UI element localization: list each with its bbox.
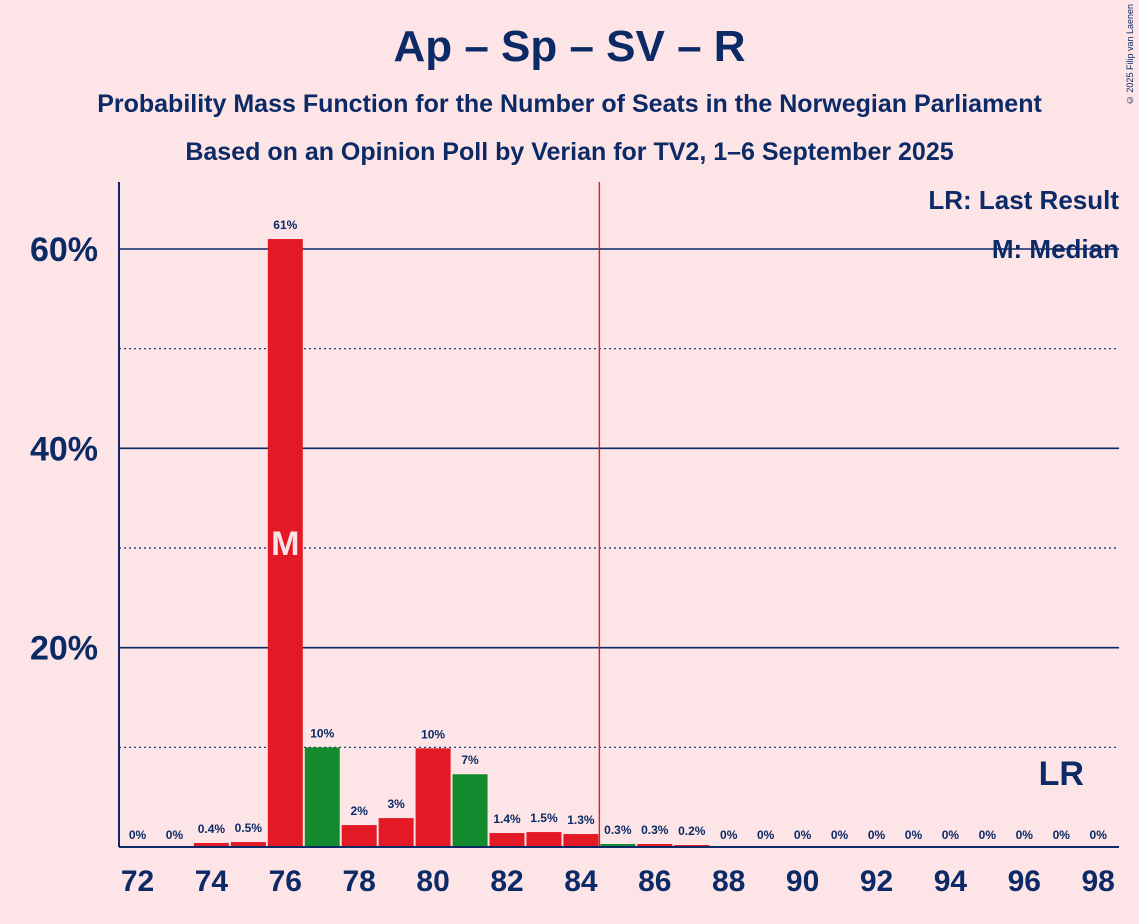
x-tick-label: 98 xyxy=(1082,865,1115,898)
bar-value-label: 0% xyxy=(720,828,738,842)
bar-value-label: 10% xyxy=(310,726,334,740)
bar-value-label: 0.2% xyxy=(678,824,706,838)
bar-value-label: 0.5% xyxy=(235,821,263,835)
x-tick-label: 84 xyxy=(564,865,598,898)
x-tick-label: 80 xyxy=(416,865,449,898)
chart-subtitle: Probability Mass Function for the Number… xyxy=(97,90,1042,118)
bar-value-label: 3% xyxy=(387,797,405,811)
y-tick-label: 20% xyxy=(30,630,98,668)
bar-value-label: 10% xyxy=(421,727,445,741)
bar-value-label: 1.4% xyxy=(493,812,521,826)
bar-value-label: 0.3% xyxy=(604,823,632,837)
median-marker: M xyxy=(271,525,299,563)
x-tick-label: 76 xyxy=(269,865,302,898)
bar-value-label: 61% xyxy=(273,218,297,232)
bar xyxy=(489,833,525,847)
bar-value-label: 0% xyxy=(905,828,923,842)
y-tick-label: 60% xyxy=(30,231,98,269)
bar xyxy=(563,834,599,847)
bar-value-label: 1.3% xyxy=(567,813,595,827)
x-tick-label: 82 xyxy=(490,865,523,898)
legend-last-result: LR: Last Result xyxy=(928,185,1119,215)
y-tick-label: 40% xyxy=(30,430,98,468)
bar xyxy=(637,844,673,847)
bar xyxy=(452,774,488,847)
x-tick-label: 96 xyxy=(1008,865,1041,898)
x-tick-label: 88 xyxy=(712,865,745,898)
bar xyxy=(341,825,377,847)
bar xyxy=(267,239,303,848)
bar-value-label: 0% xyxy=(979,828,997,842)
bar xyxy=(230,842,266,847)
legend-median: M: Median xyxy=(992,234,1119,264)
x-tick-label: 72 xyxy=(121,865,154,898)
chart-title: Ap – Sp – SV – R xyxy=(393,22,746,71)
bar-value-label: 0% xyxy=(1053,828,1071,842)
x-tick-label: 92 xyxy=(860,865,893,898)
bar-value-label: 0% xyxy=(1090,828,1108,842)
bar-value-label: 0% xyxy=(794,828,812,842)
bar-value-label: 0% xyxy=(166,828,184,842)
bar-value-label: 0.3% xyxy=(641,823,669,837)
bar-value-label: 2% xyxy=(351,804,369,818)
x-tick-label: 90 xyxy=(786,865,819,898)
bar-value-label: 0% xyxy=(1016,828,1034,842)
last-result-marker: LR xyxy=(1039,755,1084,793)
bar xyxy=(378,818,414,847)
bar-value-label: 7% xyxy=(461,753,479,767)
bar-value-label: 0% xyxy=(868,828,886,842)
x-tick-label: 86 xyxy=(638,865,671,898)
bar xyxy=(600,844,636,847)
bar-value-label: 0% xyxy=(831,828,849,842)
bar-value-label: 0% xyxy=(942,828,960,842)
x-tick-label: 78 xyxy=(343,865,376,898)
bar-value-label: 0% xyxy=(757,828,775,842)
bar xyxy=(415,748,451,847)
bar-value-label: 0.4% xyxy=(198,822,226,836)
bar xyxy=(193,843,229,847)
bar xyxy=(526,832,562,847)
bar xyxy=(304,747,340,847)
bar-value-label: 0% xyxy=(129,828,147,842)
x-tick-label: 74 xyxy=(195,865,229,898)
chart-subtitle-poll: Based on an Opinion Poll by Verian for T… xyxy=(185,138,954,166)
bar-value-label: 1.5% xyxy=(530,811,558,825)
x-tick-label: 94 xyxy=(934,865,968,898)
